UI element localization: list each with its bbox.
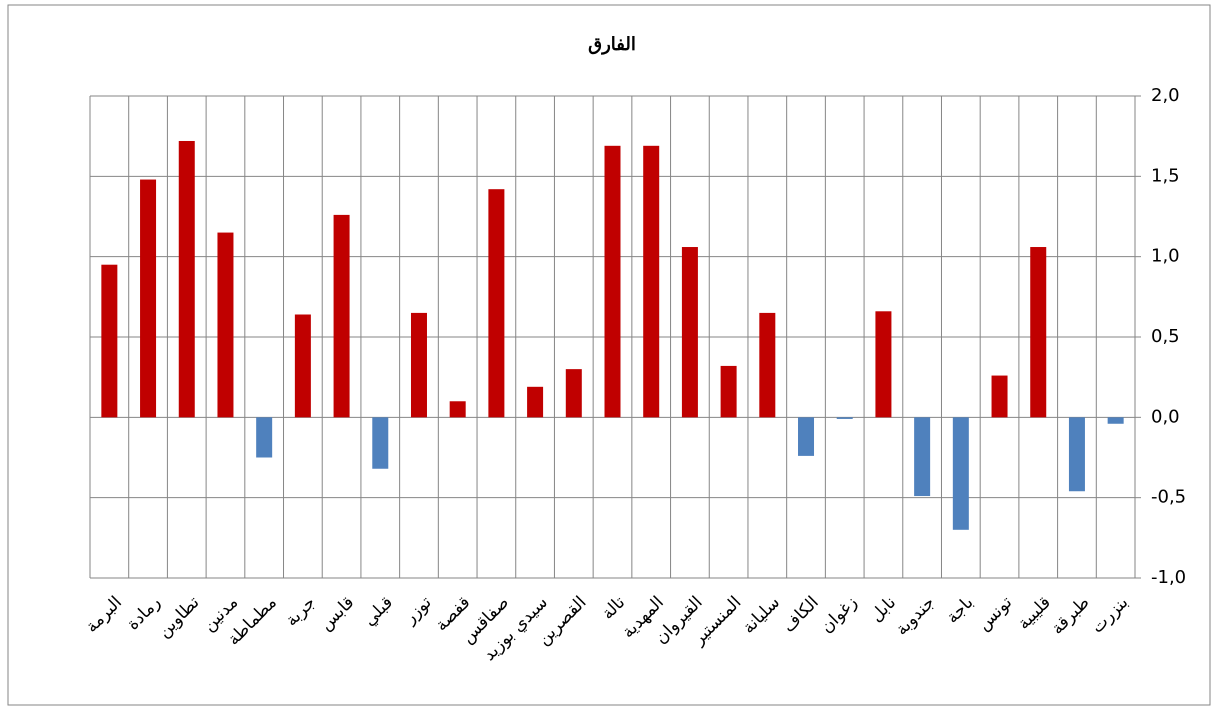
bar — [372, 417, 389, 469]
bar — [488, 189, 505, 418]
bar — [1107, 417, 1124, 424]
bar — [991, 375, 1008, 418]
bar — [101, 264, 118, 418]
bar — [759, 312, 776, 418]
chart-title: الفارق — [588, 34, 636, 55]
bar — [875, 311, 892, 418]
bar — [527, 386, 544, 418]
bar — [914, 417, 931, 497]
bar — [449, 401, 466, 418]
bar — [256, 417, 273, 458]
bar — [798, 417, 815, 456]
y-tick-label: 1,0 — [1151, 246, 1180, 267]
bar — [178, 140, 195, 418]
bar — [643, 145, 660, 418]
y-tick-label: 0,5 — [1151, 326, 1180, 347]
bar — [952, 417, 969, 530]
bar — [720, 365, 737, 418]
bar — [1030, 247, 1047, 418]
bar — [217, 232, 234, 418]
y-tick-label: 1,5 — [1151, 165, 1180, 186]
bar — [565, 369, 582, 418]
bar — [681, 247, 698, 418]
bar — [333, 214, 350, 418]
y-tick-label: 2,0 — [1151, 85, 1180, 106]
bar — [604, 145, 621, 418]
y-tick-label: -0,5 — [1151, 487, 1186, 508]
bar — [140, 179, 157, 418]
bar — [1068, 417, 1085, 492]
bar — [294, 314, 311, 418]
y-tick-label: 0,0 — [1151, 406, 1180, 427]
bar — [836, 417, 853, 419]
y-tick-label: -1,0 — [1151, 567, 1186, 588]
bar — [410, 312, 427, 418]
